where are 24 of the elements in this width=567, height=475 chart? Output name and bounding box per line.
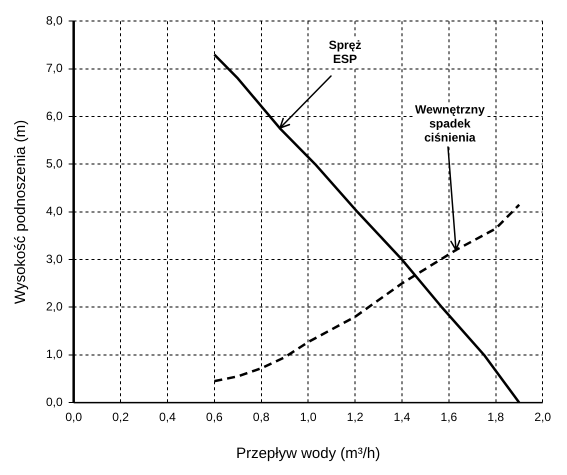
annotation: Wewnętrzny spadek ciśnienia [415, 102, 486, 144]
x-axis-title: Przepływ wody (m³/h) [236, 445, 380, 462]
x-tick-label: 1,8 [487, 410, 504, 424]
y-axis-title: Wysokość podnoszenia (m) [12, 120, 30, 304]
y-tick-label: 0,0 [46, 394, 63, 409]
y-tick-label: 7,0 [46, 61, 63, 76]
y-tick-label: 8,0 [46, 14, 63, 28]
y-tick-label: 6,0 [46, 108, 63, 123]
annotation: Spręż ESP [328, 38, 362, 66]
x-tick-label: 0,6 [206, 410, 224, 424]
x-tick-label: 1,2 [346, 410, 364, 424]
y-tick-label: 2,0 [46, 300, 63, 314]
x-tick-label: 1,6 [440, 410, 458, 424]
x-tick-label: 0,8 [252, 410, 270, 424]
x-tick-label: 0,2 [112, 410, 130, 424]
x-tick-label: 1,4 [394, 410, 411, 424]
x-tick-label: 0,4 [159, 410, 176, 424]
y-tick-label: 1,0 [46, 347, 63, 362]
x-tick-label: 0,0 [65, 410, 82, 424]
x-tick-label: 1,0 [300, 410, 317, 424]
y-tick-label: 4,0 [46, 204, 63, 218]
y-tick-label: 5,0 [46, 156, 63, 171]
x-tick-label: 2,0 [534, 410, 552, 424]
y-tick-label: 3,0 [46, 252, 63, 266]
